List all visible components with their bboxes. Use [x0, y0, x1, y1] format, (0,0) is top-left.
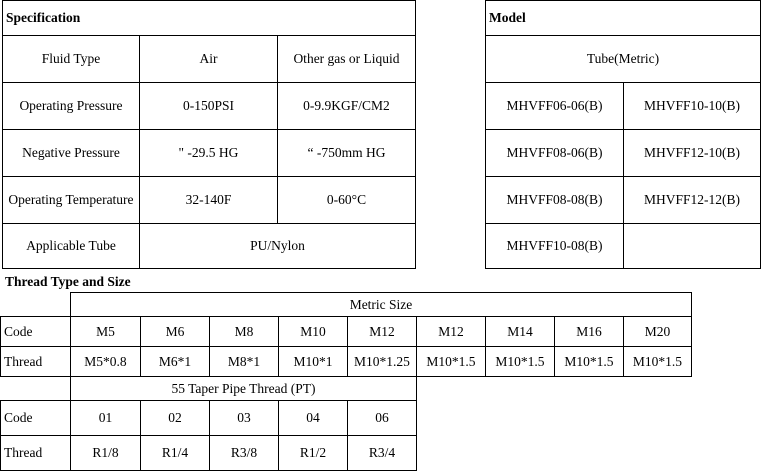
row-label: Thread [0, 346, 71, 377]
cell: M20 [623, 316, 692, 347]
cell: 04 [278, 400, 348, 436]
cell: M8*1 [209, 346, 279, 377]
cell: MHVFF12-10(B) [623, 129, 761, 177]
cell: 32-140F [139, 176, 278, 224]
cell: MHVFF10-10(B) [623, 82, 761, 130]
row-label: Code [0, 316, 71, 347]
cell: M6 [140, 316, 210, 347]
cell: R1/4 [140, 435, 210, 471]
cell: “ -750mm HG [277, 129, 416, 177]
section-title: Specification [2, 0, 416, 36]
cell [623, 223, 761, 269]
cell: M10*1 [278, 346, 348, 377]
cell: Air [139, 35, 278, 83]
row-label: Code [0, 400, 71, 436]
cell: Other gas or Liquid [277, 35, 416, 83]
column-header: Tube(Metric) [485, 35, 761, 83]
cell: M5 [70, 316, 141, 347]
cell: MHVFF08-06(B) [485, 129, 624, 177]
row-label: Operating Temperature [2, 176, 140, 224]
section-title: Thread Type and Size [5, 273, 131, 289]
row-label: Thread [0, 435, 71, 471]
group-header: Metric Size [70, 292, 692, 317]
cell: PU/Nylon [139, 223, 416, 269]
row-label: Operating Pressure [2, 82, 140, 130]
section-title: Model [485, 0, 761, 36]
cell: M10*1.5 [623, 346, 692, 377]
cell: R3/4 [347, 435, 417, 471]
cell: M14 [485, 316, 555, 347]
cell: M10*1.5 [416, 346, 486, 377]
cell: MHVFF08-08(B) [485, 176, 624, 224]
cell: M12 [416, 316, 486, 347]
cell: M12 [347, 316, 417, 347]
cell: M10*1.5 [554, 346, 624, 377]
cell: 01 [70, 400, 141, 436]
cell: M6*1 [140, 346, 210, 377]
cell: M10*1.25 [347, 346, 417, 377]
cell: R1/2 [278, 435, 348, 471]
cell: 0-9.9KGF/CM2 [277, 82, 416, 130]
row-label: Applicable Tube [2, 223, 140, 269]
cell: R3/8 [209, 435, 279, 471]
row-label: Negative Pressure [2, 129, 140, 177]
cell: " -29.5 HG [139, 129, 278, 177]
cell: 0-150PSI [139, 82, 278, 130]
cell: MHVFF06-06(B) [485, 82, 624, 130]
cell: R1/8 [70, 435, 141, 471]
cell: MHVFF12-12(B) [623, 176, 761, 224]
row-label: Fluid Type [2, 35, 140, 83]
cell: 06 [347, 400, 417, 436]
cell: M16 [554, 316, 624, 347]
cell: 0-60°C [277, 176, 416, 224]
cell: M10*1.5 [485, 346, 555, 377]
cell: MHVFF10-08(B) [485, 223, 624, 269]
group-header: 55 Taper Pipe Thread (PT) [70, 376, 417, 401]
cell: M5*0.8 [70, 346, 141, 377]
cell: M10 [278, 316, 348, 347]
cell: M8 [209, 316, 279, 347]
cell: 03 [209, 400, 279, 436]
cell: 02 [140, 400, 210, 436]
